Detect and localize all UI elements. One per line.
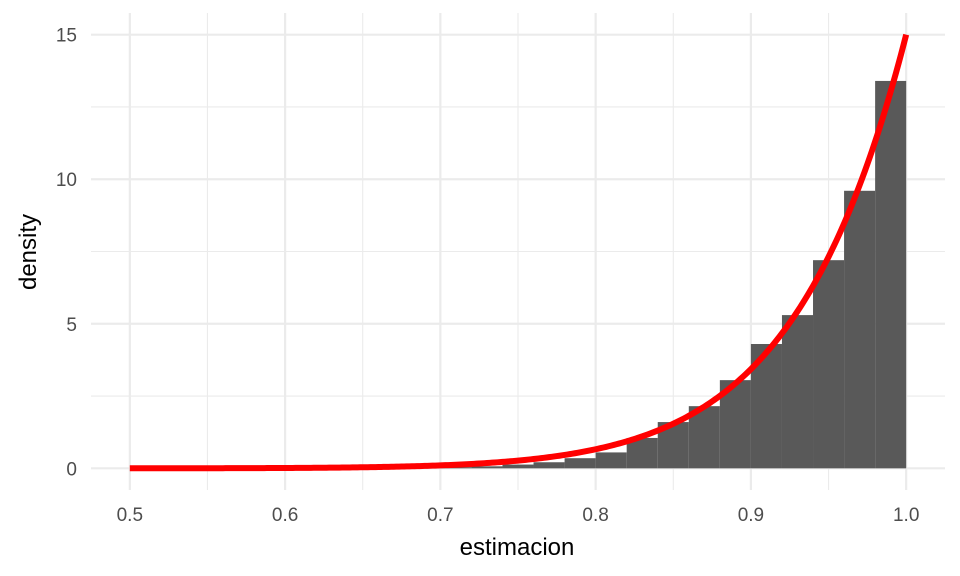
histogram-bar (502, 464, 534, 469)
density-curve (129, 33, 910, 472)
y-tick-label: 5 (66, 315, 77, 336)
histogram-bar (813, 260, 845, 469)
density-curve-line (129, 33, 910, 472)
y-tick-label: 10 (56, 170, 77, 191)
x-tick-label: 0.9 (738, 505, 764, 526)
histogram-bar (626, 437, 658, 469)
y-axis-title: density (15, 214, 42, 290)
histogram-bar (781, 315, 814, 469)
histogram-bar (844, 190, 876, 469)
x-axis-title: estimacion (460, 534, 575, 561)
histogram-bar (688, 406, 720, 469)
histogram-bar (471, 466, 503, 469)
x-axis-tick-labels: 0.5 0.6 0.7 0.8 0.9 1.0 (117, 505, 920, 526)
x-tick-label: 0.6 (272, 505, 298, 526)
x-tick-label: 0.8 (582, 505, 608, 526)
y-tick-label: 0 (66, 459, 77, 480)
x-tick-label: 1.0 (893, 505, 919, 526)
y-tick-label: 15 (56, 26, 77, 47)
histogram-bar (875, 80, 907, 469)
histogram-bar (440, 467, 472, 469)
histogram-bar (533, 462, 565, 469)
histogram-bar (595, 452, 627, 469)
x-tick-label: 0.7 (427, 505, 453, 526)
histogram-bar (564, 458, 596, 469)
y-axis-tick-labels: 0 5 10 15 (56, 26, 77, 481)
x-tick-label: 0.5 (117, 505, 143, 526)
histogram-bars (378, 80, 907, 469)
